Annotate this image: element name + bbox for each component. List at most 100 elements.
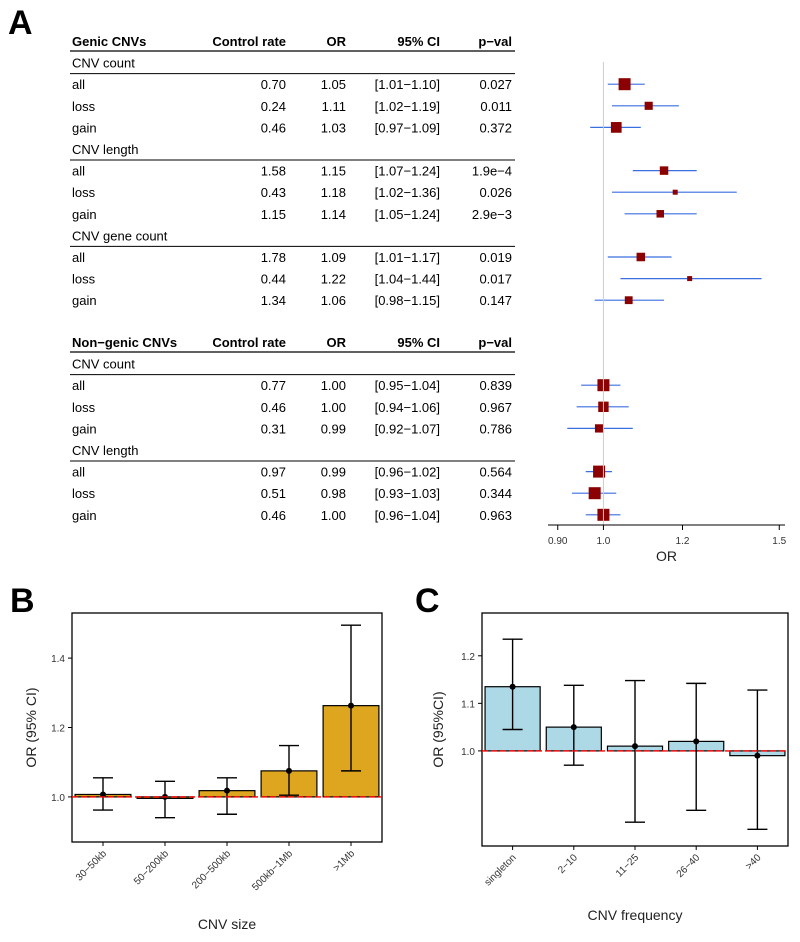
section-title: Non−genic CNVs (72, 335, 177, 350)
row-or: 1.05 (321, 77, 346, 92)
y-tick-label: 1.2 (461, 652, 475, 663)
row-rate: 0.70 (261, 77, 286, 92)
forest-x-tick-label: 1.5 (772, 536, 786, 547)
y-tick-label: 1.1 (461, 699, 475, 710)
row-rate: 0.46 (261, 120, 286, 135)
x-tick-label: 50−200kb (132, 848, 171, 887)
forest-point (656, 210, 665, 218)
point-estimate (754, 752, 761, 759)
forest-point (610, 122, 622, 133)
row-ci: [1.01−1.10] (375, 77, 440, 92)
row-p: 2.9e−3 (472, 207, 512, 222)
row-or: 1.00 (321, 378, 346, 393)
forest-point (593, 465, 606, 478)
col-header-rate: Control rate (212, 34, 286, 49)
col-header-ci: 95% CI (397, 34, 440, 49)
row-or: 1.09 (321, 250, 346, 265)
cnv-size-chart: 1.0 1.2 1.4 30−50kb 50−200kb 200−500kb 500kb−1… (23, 612, 383, 932)
group-title: CNV length (72, 443, 138, 458)
row-ci: [0.95−1.04] (375, 378, 440, 393)
row-rate: 0.77 (261, 378, 286, 393)
row-rate: 0.46 (261, 508, 286, 523)
row-or: 1.00 (321, 508, 346, 523)
x-axis-label: CNV size (198, 916, 257, 932)
row-label: gain (72, 508, 97, 523)
row-label: gain (72, 421, 97, 436)
x-tick-label: 26−40 (675, 852, 703, 880)
col-header-or: OR (327, 335, 347, 350)
row-or: 1.06 (321, 293, 346, 308)
x-tick-label: 2−10 (556, 852, 580, 876)
panel-b-label: B (10, 582, 35, 620)
group-title: CNV length (72, 142, 138, 157)
row-or: 1.14 (321, 207, 346, 222)
row-p: 0.027 (479, 77, 512, 92)
panel-a-label: A (8, 4, 33, 42)
forest-point (636, 252, 646, 262)
row-label: gain (72, 207, 97, 222)
row-or: 0.99 (321, 465, 346, 480)
y-axis-label: OR (95% CI) (23, 687, 39, 767)
row-ci: [0.97−1.09] (375, 120, 440, 135)
row-rate: 1.34 (261, 293, 286, 308)
row-p: 0.019 (479, 250, 512, 265)
forest-point (624, 296, 633, 305)
point-estimate (632, 743, 638, 750)
forest-point (659, 166, 669, 175)
row-ci: [1.05−1.24] (375, 207, 440, 222)
point-estimate (224, 787, 230, 794)
row-ci: [1.02−1.36] (375, 185, 440, 200)
x-tick-label: singleton (483, 852, 519, 888)
col-header-or: OR (327, 34, 347, 49)
point-estimate (509, 683, 516, 690)
row-p: 0.011 (480, 99, 512, 114)
row-ci: [0.93−1.03] (375, 486, 440, 501)
y-tick-label: 1.4 (51, 654, 65, 665)
row-ci: [0.96−1.02] (375, 465, 440, 480)
row-or: 1.11 (322, 99, 346, 114)
x-tick-label: 200−500kb (190, 848, 233, 891)
row-label: gain (72, 293, 97, 308)
forest-table: Genic CNVs Control rate OR 95% CI p−val CNV c… (70, 34, 515, 523)
row-or: 1.18 (321, 185, 346, 200)
col-header-rate: Control rate (212, 335, 286, 350)
row-p: 0.026 (479, 185, 512, 200)
forest-point (588, 487, 601, 500)
x-tick-label: >1Mb (331, 848, 357, 874)
section-title: Genic CNVs (72, 34, 146, 49)
row-ci: [0.92−1.07] (375, 421, 440, 436)
point-estimate (100, 791, 106, 798)
row-ci: [0.96−1.04] (375, 508, 440, 523)
row-ci: [0.94−1.06] (375, 400, 440, 415)
forest-x-tick-label: 1.0 (596, 536, 610, 547)
row-or: 0.98 (321, 486, 346, 501)
row-or: 1.00 (321, 400, 346, 415)
row-ci: [1.07−1.24] (375, 164, 440, 179)
row-p: 0.017 (479, 272, 512, 287)
row-label: loss (72, 99, 96, 114)
forest-point (618, 78, 631, 91)
group-title: CNV count (72, 357, 135, 372)
x-axis-label: CNV frequency (588, 907, 683, 923)
point-estimate (570, 724, 577, 731)
forest-x-label: OR (656, 548, 677, 564)
row-p: 0.372 (479, 120, 512, 135)
row-label: all (72, 77, 85, 92)
row-rate: 0.31 (261, 421, 286, 436)
col-header-ci: 95% CI (397, 335, 440, 350)
row-or: 0.99 (321, 421, 346, 436)
row-ci: [1.01−1.17] (375, 250, 440, 265)
row-ci: [1.04−1.44] (375, 272, 440, 287)
y-tick-label: 1.0 (51, 793, 65, 804)
row-rate: 1.58 (261, 164, 286, 179)
row-p: 0.963 (479, 508, 512, 523)
group-title: CNV count (72, 56, 135, 71)
x-tick-label: 11−25 (614, 852, 641, 879)
row-p: 0.564 (479, 465, 512, 480)
row-rate: 0.24 (261, 99, 286, 114)
point-estimate (693, 738, 700, 745)
row-p: 0.147 (479, 293, 512, 308)
row-ci: [1.02−1.19] (375, 99, 440, 114)
point-estimate (348, 702, 354, 709)
